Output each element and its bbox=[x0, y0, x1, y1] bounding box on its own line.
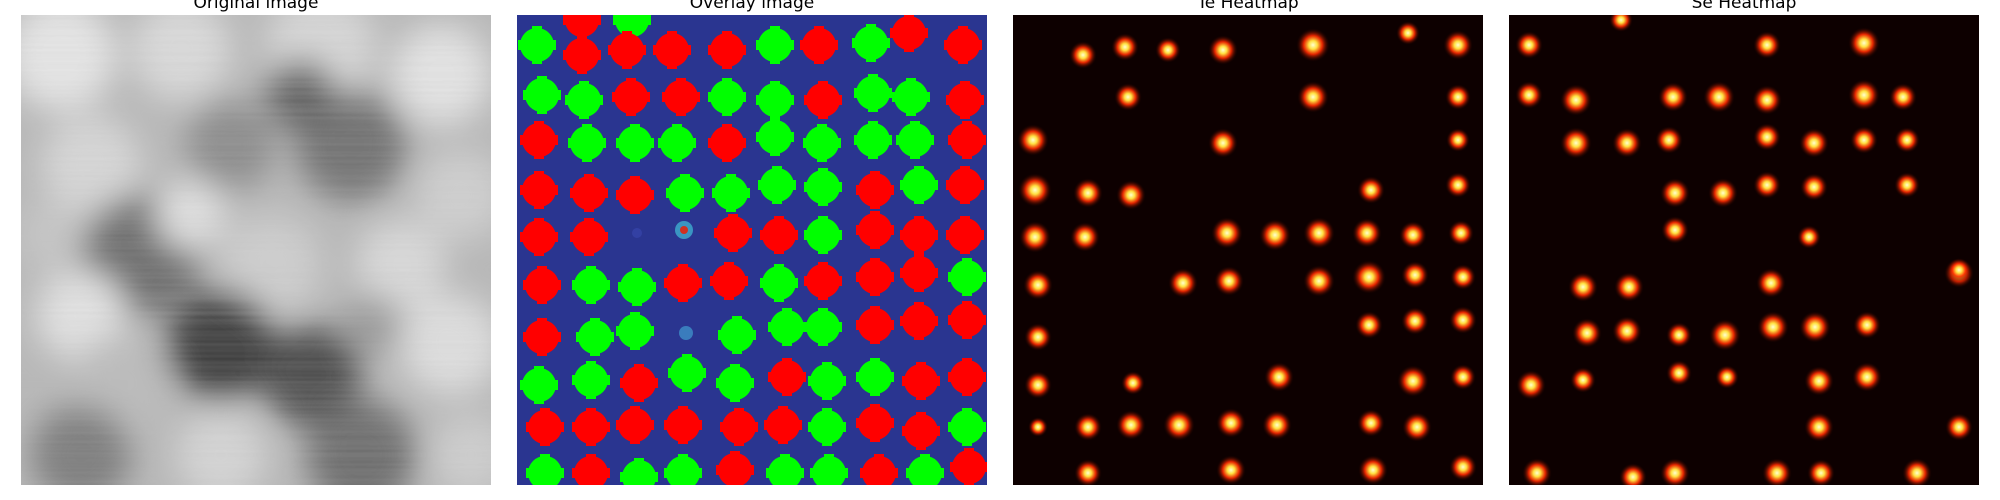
panel-title-original: Original image bbox=[193, 0, 319, 13]
original-image bbox=[21, 15, 491, 485]
panel-title-overlay: Overlay image bbox=[689, 0, 815, 13]
overlay-image-canvas bbox=[517, 15, 987, 485]
te-heatmap-canvas bbox=[1013, 15, 1483, 485]
original-image-canvas bbox=[21, 15, 491, 485]
panel-title-se-heatmap: Se Heatmap bbox=[1691, 0, 1797, 13]
panel-original: Original image bbox=[21, 0, 491, 500]
se-heatmap-canvas bbox=[1509, 15, 1979, 485]
te-heatmap bbox=[1013, 15, 1483, 485]
se-heatmap bbox=[1509, 15, 1979, 485]
panel-title-te-heatmap: Te Heatmap bbox=[1197, 0, 1299, 13]
panel-overlay: Overlay image bbox=[517, 0, 987, 500]
panel-se-heatmap: Se Heatmap bbox=[1509, 0, 1979, 500]
overlay-image bbox=[517, 15, 987, 485]
panel-te-heatmap: Te Heatmap bbox=[1013, 0, 1483, 500]
